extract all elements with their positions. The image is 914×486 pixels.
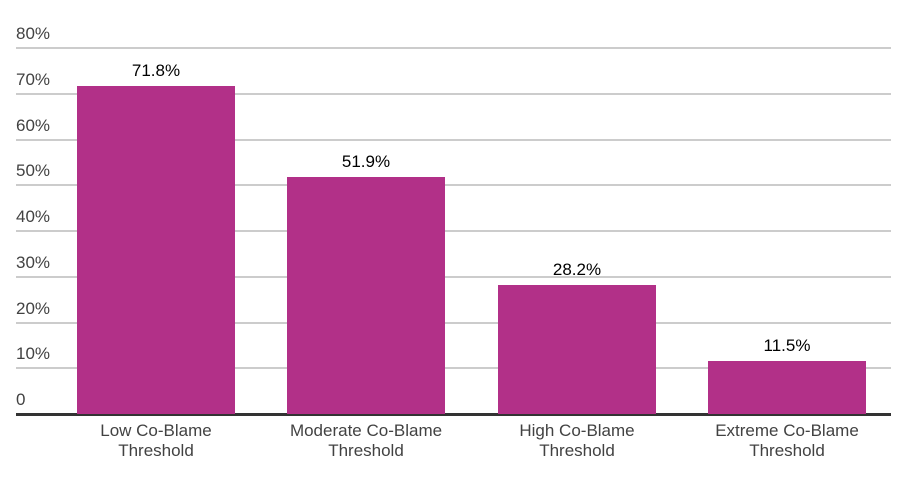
bar-value-label: 51.9% [341,151,391,171]
x-axis-category-label-line: Extreme Co-Blame [715,421,859,440]
bar-extreme-co-blame-threshold [708,361,866,414]
y-axis-tick-label: 30% [16,252,51,272]
bar-value-label: 11.5% [763,336,811,356]
y-axis-tick-label: 60% [16,115,51,135]
x-axis-category-label: High Co-Blame Threshold [462,421,692,461]
bar-high-co-blame-threshold [498,284,656,414]
gridline [16,230,891,232]
gridline [16,321,891,324]
gridline [16,138,891,141]
x-axis-category-label-line: High Co-Blame [519,421,635,440]
gridline [16,47,891,49]
gridline [16,275,891,278]
y-axis-tick-label: 70% [16,69,51,89]
x-axis-category-label-line: Moderate Co-Blame [289,421,443,440]
x-axis-category-label-line: Threshold [749,441,825,460]
x-axis-category-label-line: Threshold [118,441,194,460]
y-axis-tick-label: 80% [16,24,51,43]
x-axis-baseline [16,413,891,416]
y-axis-tick-label: 0 [16,390,26,409]
x-axis-category-label-line: Threshold [539,441,615,460]
x-axis-category-label-line: Threshold [328,441,404,460]
x-axis-category-label: Extreme Co-Blame Threshold [672,421,902,461]
y-axis-tick-label: 10% [16,344,51,364]
bar-moderate-co-blame-threshold [287,176,445,414]
y-axis-tick-label: 50% [16,161,51,181]
gridline [16,184,891,187]
y-axis-tick-label: 40% [16,207,51,226]
gridline [16,92,891,95]
x-axis-category-label: Low Co-Blame Threshold [41,421,271,461]
y-axis-tick-label: 20% [16,298,51,318]
bar-low-co-blame-threshold [77,85,235,414]
x-axis-category-label: Moderate Co-Blame Threshold [251,421,481,461]
bar-value-label: 71.8% [131,60,181,80]
gridline [16,367,891,370]
bar-value-label: 28.2% [552,259,602,279]
x-axis-category-label-line: Low Co-Blame [100,421,212,440]
